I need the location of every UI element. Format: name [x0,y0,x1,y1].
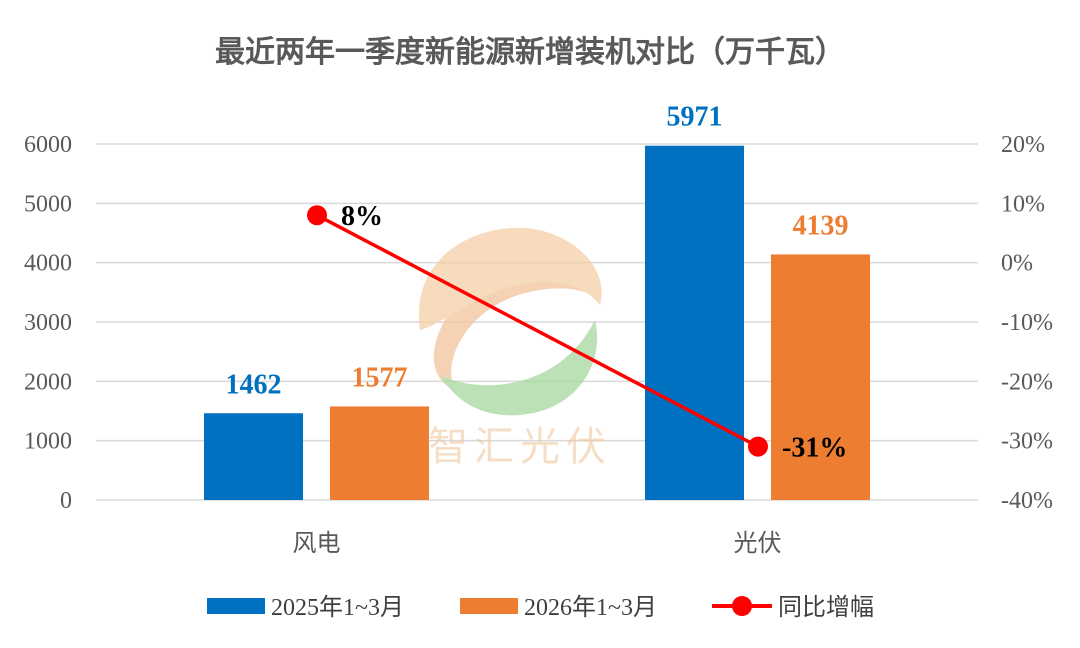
bar-value-label: 4139 [793,210,849,241]
y-right-tick-label: -20% [1001,369,1053,395]
legend-marker-growth [732,596,752,616]
bar [771,254,870,500]
bar [645,145,744,500]
legend-label-2025: 2025年1~3月 [271,594,404,621]
bar-value-label: 5971 [667,102,723,133]
growth-point [307,205,327,226]
y-left-tick-label: 6000 [24,132,72,158]
chart-title: 最近两年一季度新能源新增装机对比（万千瓦） [215,35,845,70]
watermark-text: 智汇光伏 [428,424,612,470]
growth-point-label: -31% [782,433,847,464]
legend-label-growth: 同比增幅 [778,594,874,621]
bar-value-label: 1462 [226,369,282,400]
y-left-tick-label: 2000 [24,369,72,395]
y-left-tick-label: 0 [60,488,72,514]
growth-point-label: 8% [341,201,383,232]
growth-line: 8% -31% [307,201,847,464]
legend-swatch-2026 [460,598,518,614]
y-left-tick-label: 5000 [24,191,72,217]
legend-label-2026: 2026年1~3月 [524,594,657,621]
watermark-logo: 智汇光伏 [418,227,612,470]
watermark-green-shape [440,320,598,416]
watermark-orange-top [418,227,602,330]
y-left-tick-label: 4000 [24,251,72,277]
growth-point [748,436,768,457]
y-left-tick-label: 3000 [24,310,72,336]
x-category-label: 光伏 [734,529,782,557]
y-right-tick-label: 10% [1001,191,1045,217]
y-left-tick-label: 1000 [24,429,72,455]
legend-swatch-2025 [207,598,265,614]
y-right-tick-label: -10% [1001,310,1053,336]
y-right-tick-label: -30% [1001,429,1053,455]
legend: 2025年1~3月 2026年1~3月 同比增幅 [207,594,874,621]
x-category-label: 风电 [293,529,341,557]
axes: 0 1000 2000 3000 4000 5000 6000 -40% -30% -20% -10… [24,132,1053,557]
y-right-tick-label: 0% [1001,251,1033,277]
growth-line-path [316,213,759,449]
bar [204,413,303,500]
bars: 1462 1577 5971 4139 [204,102,870,500]
y-right-tick-label: 20% [1001,132,1045,158]
y-right-tick-label: -40% [1001,488,1053,514]
bar [330,406,429,500]
bar-value-label: 1577 [352,362,408,393]
